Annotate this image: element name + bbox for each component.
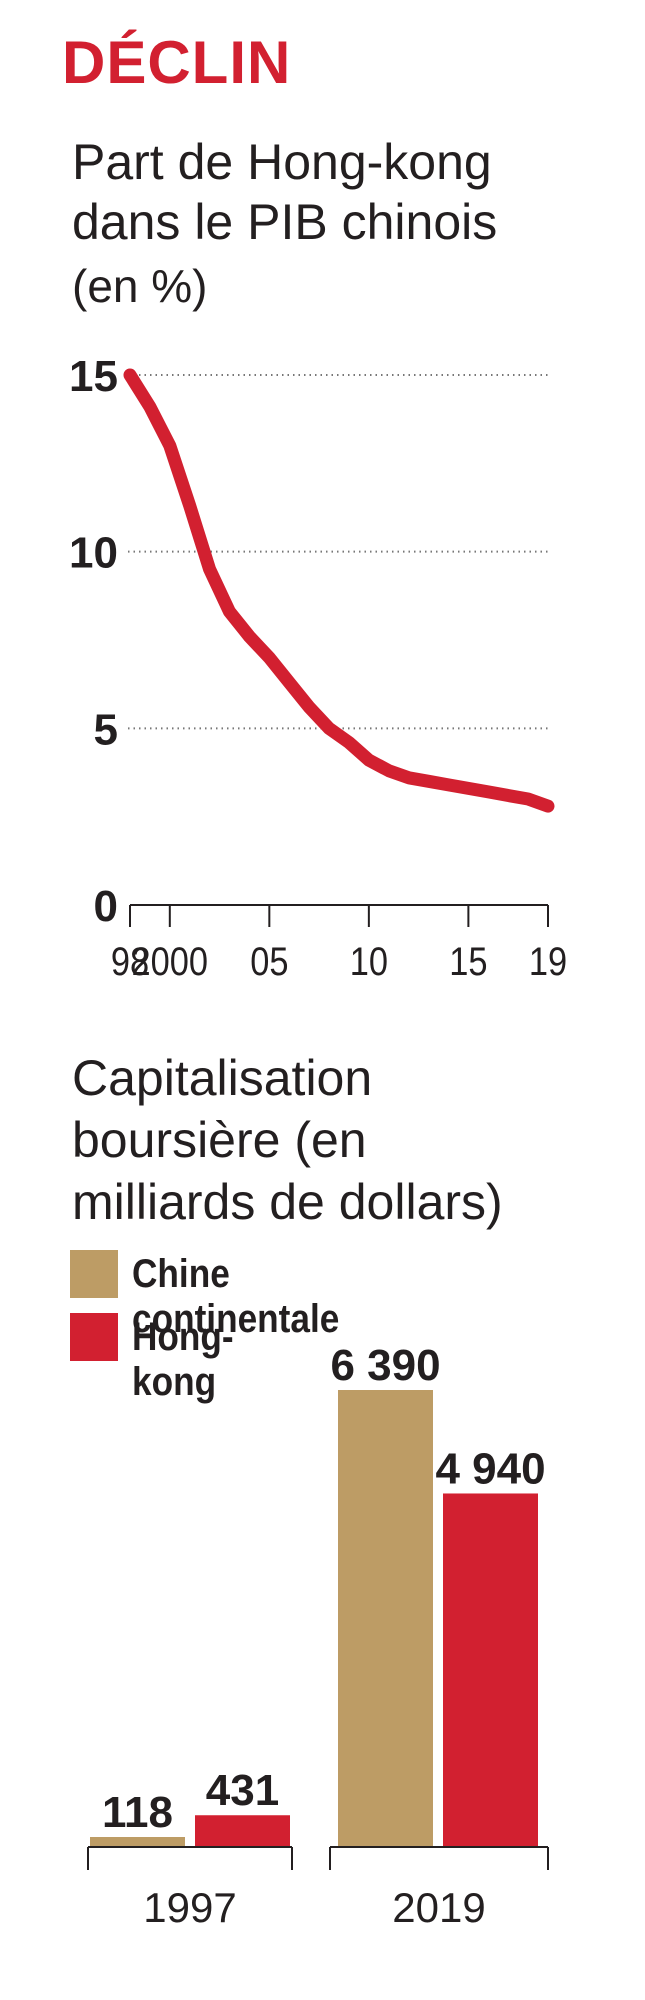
legend-label-chine-continentale: Chine continentale <box>132 1252 340 1341</box>
y-tick-label-15: 15 <box>69 352 118 401</box>
legend-swatch-chine-continentale <box>70 1250 118 1298</box>
category-label-1997: 1997 <box>143 1884 236 1931</box>
legend-label-hong-kong: Hong-kong <box>132 1315 234 1404</box>
y-tick-label-10: 10 <box>69 529 118 578</box>
x-tick-label-15: 15 <box>449 939 487 984</box>
bar-hong-kong-2019 <box>443 1493 538 1846</box>
bar-chart-title-line-1: Capitalisation <box>72 1050 373 1106</box>
chart-kicker: DÉCLIN <box>62 29 292 96</box>
bar-value-label-chine-continentale-2019: 6 390 <box>330 1341 440 1390</box>
y-tick-label-5: 5 <box>94 705 118 754</box>
bar-chart-title-line-3: milliards de dollars) <box>72 1174 503 1230</box>
bar-value-label-hong-kong-2019: 4 940 <box>435 1444 545 1493</box>
line-chart-unit: (en %) <box>72 260 208 312</box>
x-tick-label-19: 19 <box>529 939 567 984</box>
bar-chine-continentale-2019 <box>338 1390 433 1846</box>
category-label-2019: 2019 <box>392 1884 485 1931</box>
line-chart-title-line-1: Part de Hong-kong <box>72 134 492 190</box>
x-tick-label-2000: 2000 <box>132 939 209 984</box>
bar-value-label-hong-kong-1997: 431 <box>206 1766 279 1815</box>
x-tick-label-98: 98 <box>111 939 149 984</box>
y-tick-label-0: 0 <box>94 882 118 931</box>
bar-chart-title-line-2: boursière (en <box>72 1112 367 1168</box>
series-line-hong-kong-share <box>123 368 555 813</box>
legend-swatch-hong-kong <box>70 1313 118 1361</box>
bar-hong-kong-1997 <box>195 1815 290 1846</box>
x-tick-label-05: 05 <box>250 939 288 984</box>
line-chart-title-line-2: dans le PIB chinois <box>72 194 498 250</box>
x-tick-label-10: 10 <box>350 939 388 984</box>
bar-value-label-chine-continentale-1997: 118 <box>102 1788 173 1837</box>
bar-chine-continentale-1997 <box>90 1837 185 1846</box>
